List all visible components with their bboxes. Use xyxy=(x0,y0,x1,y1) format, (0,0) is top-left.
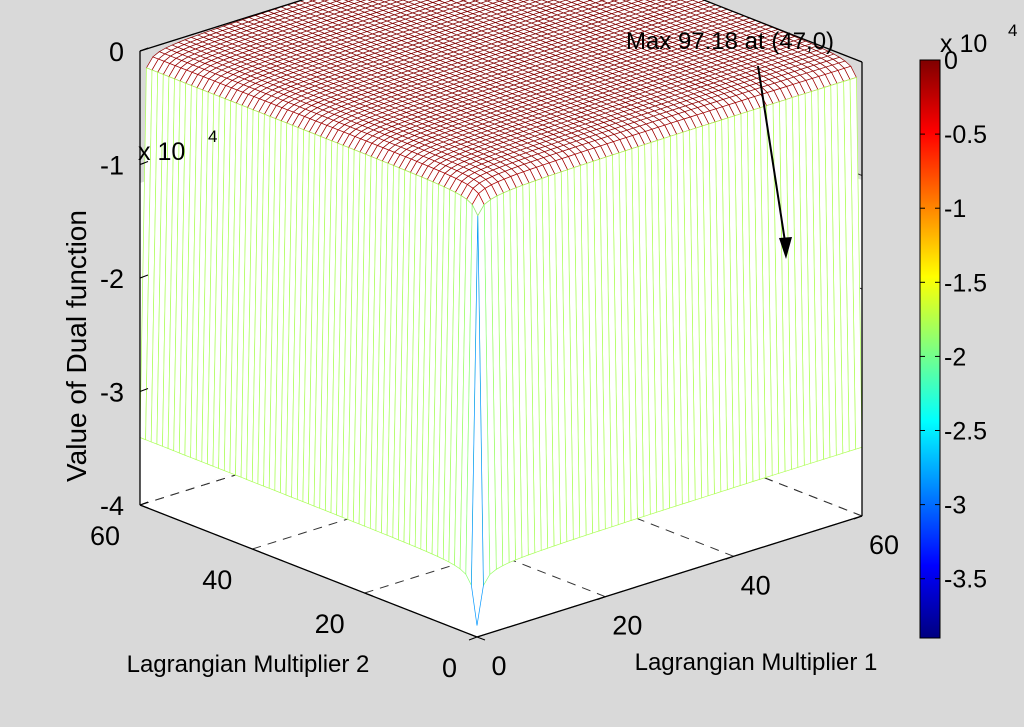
z-multiplier: x 10 xyxy=(138,138,185,166)
z-tick-label: -4 xyxy=(100,491,124,521)
box-edge xyxy=(139,504,478,638)
x-axis-label: Lagrangian Multiplier 1 xyxy=(635,649,878,676)
z-tick-mark xyxy=(139,161,149,165)
z-axis-label: Value of Dual function xyxy=(61,210,92,482)
y-tick-mark xyxy=(364,592,373,597)
axes-box xyxy=(139,0,863,638)
colorbar-tick-label: -0.5 xyxy=(944,121,987,149)
colorbar-tick-label: -1.5 xyxy=(944,269,987,297)
z-tick-mark xyxy=(139,47,149,52)
z-tick-label: -2 xyxy=(100,264,124,294)
z-tick-label: 0 xyxy=(109,37,124,67)
surface-cell xyxy=(471,215,484,626)
colorbar-tick-label: 0 xyxy=(944,47,958,75)
y-tick-label: 0 xyxy=(442,653,457,683)
x-tick-mark xyxy=(853,515,863,520)
x-tick-label: 40 xyxy=(741,570,771,600)
z-tick-mark xyxy=(139,501,149,506)
y-axis-label: Lagrangian Multiplier 2 xyxy=(127,651,370,678)
box-edge xyxy=(139,0,305,52)
x-tick-label: 0 xyxy=(491,651,506,681)
z-multiplier-exponent: 4 xyxy=(208,127,217,146)
x-tick-label: 20 xyxy=(612,611,642,641)
colorbar: 0 -0.5 -1 -1.5 -2 -2.5 -3 -3.5 x 10 4 xyxy=(919,21,1017,639)
z-tick-mark xyxy=(139,274,149,279)
y-tick-label: 20 xyxy=(315,609,345,639)
y-tick-label: 40 xyxy=(202,565,232,595)
z-tick-label: -3 xyxy=(100,378,124,408)
colorbar-tick-label: -3 xyxy=(944,492,966,520)
colorbar-tick-label: -3.5 xyxy=(944,566,987,594)
colorbar-tick-label: -2 xyxy=(944,343,966,371)
z-tick-mark xyxy=(139,388,149,392)
y-tick-mark xyxy=(139,504,149,509)
surface xyxy=(139,0,863,626)
box-edge xyxy=(701,0,863,63)
y-tick-mark xyxy=(476,636,486,641)
colorbar-multiplier: x 10 xyxy=(940,30,987,58)
annotation-arrow xyxy=(757,65,792,259)
max-annotation: Max 97.18 at (47,0) xyxy=(626,28,834,55)
y-tick-label: 60 xyxy=(90,521,120,551)
x-tick-mark xyxy=(597,596,606,601)
y-tick-mark xyxy=(252,548,261,553)
x-tick-mark xyxy=(725,555,734,560)
axis-ticks: 0 20 40 60 0 20 40 60 0 -1 -2 -3 -4 xyxy=(90,37,899,683)
colorbar-tick-label: -2.5 xyxy=(944,418,987,446)
box-edge xyxy=(476,515,863,638)
x-tick-label: 60 xyxy=(869,530,899,560)
colorbar-tick-label: -1 xyxy=(944,195,966,223)
colorbar-multiplier-exponent: 4 xyxy=(1008,21,1017,40)
x-tick-mark xyxy=(468,636,478,641)
colorbar-gradient xyxy=(919,59,941,639)
z-tick-label: -1 xyxy=(100,151,124,181)
